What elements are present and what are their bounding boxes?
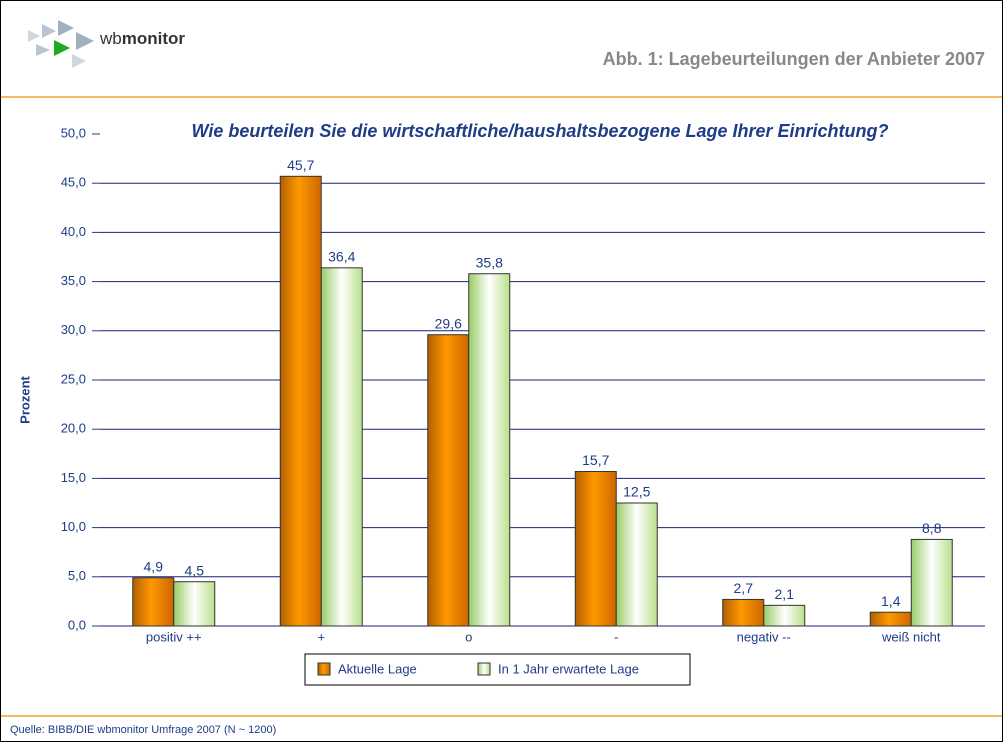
bar (132, 577, 175, 627)
x-tick-label: positiv ++ (146, 629, 202, 644)
y-tick-label: 30,0 (61, 322, 86, 337)
bar (320, 267, 363, 627)
bar (869, 611, 912, 627)
value-label: 4,9 (144, 558, 164, 574)
bar (910, 538, 953, 627)
value-label: 2,7 (734, 580, 754, 596)
y-tick-label: 5,0 (68, 568, 86, 583)
bar (279, 175, 322, 627)
legend-box (304, 653, 691, 686)
bar (427, 334, 470, 627)
value-label: 15,7 (582, 452, 609, 468)
value-label: 35,8 (476, 254, 503, 270)
legend-swatch (477, 662, 491, 676)
header-title: Abb. 1: Lagebeurteilungen der Anbieter 2… (603, 49, 985, 69)
bar (468, 273, 511, 627)
x-tick-label: weiß nicht (881, 629, 941, 644)
legend-label: Aktuelle Lage (338, 661, 417, 676)
value-label: 1,4 (881, 593, 901, 609)
bar (173, 581, 216, 627)
x-tick-label: + (317, 629, 325, 644)
x-tick-label: - (614, 629, 618, 644)
value-label: 29,6 (435, 315, 462, 331)
chart-title: Wie beurteilen Sie die wirtschaftliche/h… (192, 121, 889, 141)
x-tick-label: negativ -- (737, 629, 791, 644)
y-tick-label: 25,0 (61, 371, 86, 386)
value-label: 2,1 (775, 586, 795, 602)
logo-light: wb (99, 29, 122, 48)
logo-text: wbmonitor (99, 29, 185, 48)
legend-label: In 1 Jahr erwartete Lage (498, 661, 639, 676)
value-label: 8,8 (922, 520, 942, 536)
y-tick-label: 20,0 (61, 421, 86, 436)
bar (763, 604, 806, 627)
x-tick-label: o (465, 629, 472, 644)
y-tick-label: 40,0 (61, 224, 86, 239)
y-tick-label: 50,0 (61, 125, 86, 140)
value-label: 36,4 (328, 249, 355, 265)
logo-bold: monitor (122, 29, 186, 48)
bar (615, 502, 658, 627)
y-tick-label: 35,0 (61, 273, 86, 288)
source: Quelle: BIBB/DIE wbmonitor Umfrage 2007 … (10, 724, 276, 736)
bar (722, 598, 765, 627)
y-tick-label: 0,0 (68, 617, 86, 632)
value-label: 4,5 (185, 562, 205, 578)
value-label: 45,7 (287, 157, 314, 173)
y-tick-label: 45,0 (61, 175, 86, 190)
value-label: 12,5 (623, 484, 650, 500)
legend-swatch (317, 662, 331, 676)
logo-icon (28, 20, 94, 68)
y-tick-label: 15,0 (61, 470, 86, 485)
y-tick-label: 10,0 (61, 519, 86, 534)
y-axis-label: Prozent (17, 375, 32, 423)
bar (574, 471, 617, 627)
